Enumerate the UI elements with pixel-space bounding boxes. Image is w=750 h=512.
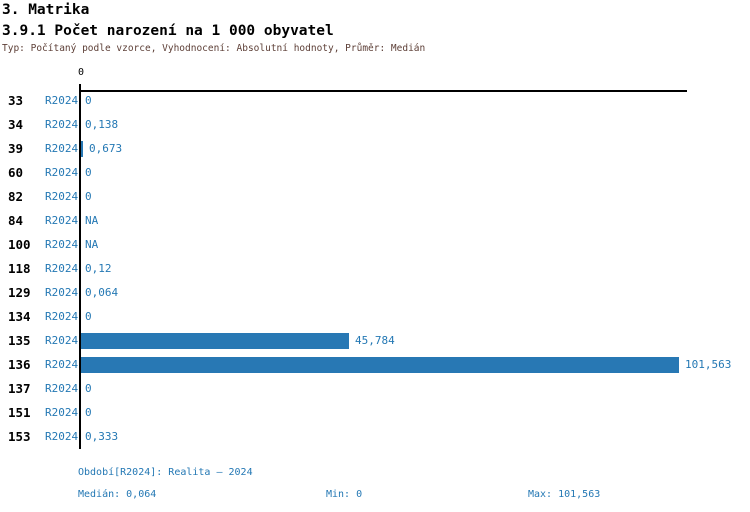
row-series-label: R2024 <box>45 142 79 155</box>
row-category-label: 151 <box>8 405 31 420</box>
chart-row: 39 R2024 0,673 <box>0 137 750 161</box>
chart-row: 136 R2024 101,563 <box>0 353 750 377</box>
row-category-label: 134 <box>8 309 31 324</box>
row-value-label: 0 <box>85 382 92 395</box>
row-value-label: 0,673 <box>89 142 123 155</box>
row-category-label: 82 <box>8 189 24 204</box>
chart-row: 34 R2024 0,138 <box>0 113 750 137</box>
chart-row: 134 R2024 0 <box>0 305 750 329</box>
row-bar <box>79 357 679 373</box>
row-category-label: 137 <box>8 381 31 396</box>
row-series-label: R2024 <box>45 358 79 371</box>
row-value-label: 0,333 <box>85 430 119 443</box>
row-value-label: 0,138 <box>85 118 119 131</box>
row-series-label: R2024 <box>45 238 79 251</box>
chart-row: 129 R2024 0,064 <box>0 281 750 305</box>
row-series-label: R2024 <box>45 334 79 347</box>
row-series-label: R2024 <box>45 382 79 395</box>
chart-title: 3.9.1 Počet narození na 1 000 obyvatel <box>2 23 334 39</box>
row-value-label: 0,064 <box>85 286 119 299</box>
y-axis-line <box>79 84 81 449</box>
row-bar <box>79 141 83 157</box>
row-category-label: 100 <box>8 237 31 252</box>
x-axis-zero-tick-label: 0 <box>77 67 85 78</box>
row-value-label: NA <box>85 214 99 227</box>
row-value-label: 0 <box>85 310 92 323</box>
row-value-label: 0 <box>85 406 92 419</box>
row-value-label: 0,12 <box>85 262 112 275</box>
row-category-label: 34 <box>8 117 24 132</box>
row-series-label: R2024 <box>45 94 79 107</box>
row-value-label: 45,784 <box>355 334 395 347</box>
row-category-label: 33 <box>8 93 24 108</box>
row-series-label: R2024 <box>45 166 79 179</box>
chart-row: 84 R2024 NA <box>0 209 750 233</box>
row-category-label: 39 <box>8 141 24 156</box>
row-series-label: R2024 <box>45 406 79 419</box>
chart-row: 135 R2024 45,784 <box>0 329 750 353</box>
row-category-label: 135 <box>8 333 31 348</box>
row-category-label: 118 <box>8 261 31 276</box>
chart-meta-line: Typ: Počítaný podle vzorce, Vyhodnocení:… <box>2 43 426 54</box>
row-value-label: 0 <box>85 166 92 179</box>
row-category-label: 84 <box>8 213 24 228</box>
row-series-label: R2024 <box>45 190 79 203</box>
row-bar <box>79 333 349 349</box>
chart-row: 153 R2024 0,333 <box>0 425 750 449</box>
chart-row: 82 R2024 0 <box>0 185 750 209</box>
max-stat: Max: 101,563 <box>528 489 601 500</box>
row-series-label: R2024 <box>45 262 79 275</box>
row-value-label: 101,563 <box>685 358 732 371</box>
row-series-label: R2024 <box>45 118 79 131</box>
chart-row: 100 R2024 NA <box>0 233 750 257</box>
row-value-label: NA <box>85 238 99 251</box>
chart-row: 118 R2024 0,12 <box>0 257 750 281</box>
row-value-label: 0 <box>85 190 92 203</box>
chart-row: 60 R2024 0 <box>0 161 750 185</box>
row-series-label: R2024 <box>45 430 79 443</box>
row-value-label: 0 <box>85 94 92 107</box>
row-series-label: R2024 <box>45 286 79 299</box>
median-stat: Medián: 0,064 <box>78 489 157 500</box>
min-stat: Min: 0 <box>326 489 363 500</box>
period-label: Období[R2024]: Realita – 2024 <box>78 467 253 478</box>
chart-row: 151 R2024 0 <box>0 401 750 425</box>
row-category-label: 129 <box>8 285 31 300</box>
page-title: 3. Matrika <box>2 2 90 18</box>
row-category-label: 60 <box>8 165 24 180</box>
x-axis-line <box>79 90 687 92</box>
row-category-label: 136 <box>8 357 31 372</box>
chart-row: 137 R2024 0 <box>0 377 750 401</box>
row-category-label: 153 <box>8 429 31 444</box>
row-series-label: R2024 <box>45 310 79 323</box>
row-series-label: R2024 <box>45 214 79 227</box>
chart-row: 33 R2024 0 <box>0 89 750 113</box>
